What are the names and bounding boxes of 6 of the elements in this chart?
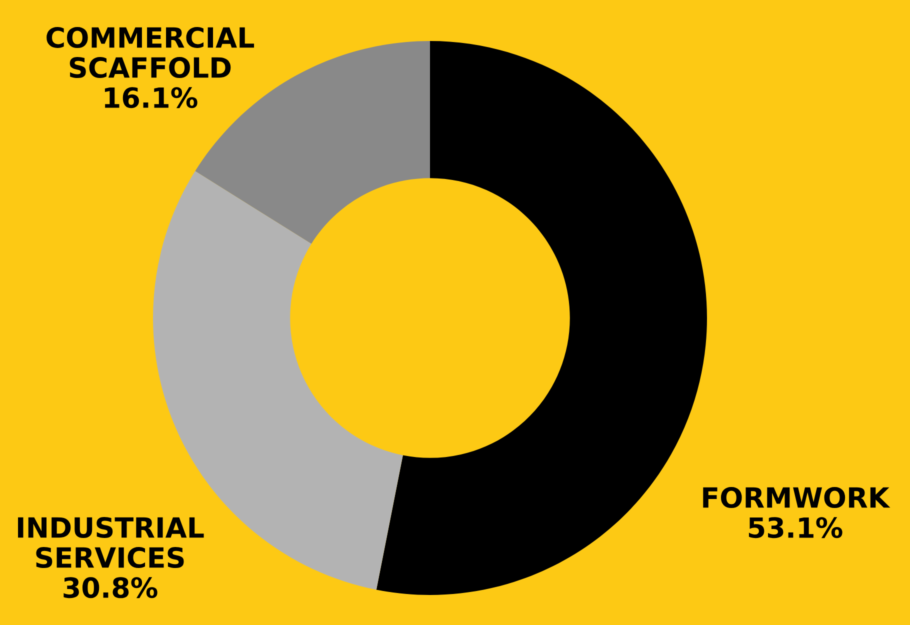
data-label: 16.1% xyxy=(104,87,198,108)
slice-label: FORMWORK xyxy=(703,487,890,508)
data-label: 30.8% xyxy=(64,577,158,598)
slice-label: COMMERCIAL SCAFFOLD xyxy=(46,27,254,78)
slice-label: INDUSTRIAL SERVICES xyxy=(18,517,204,568)
data-label: 53.1% xyxy=(748,517,842,538)
